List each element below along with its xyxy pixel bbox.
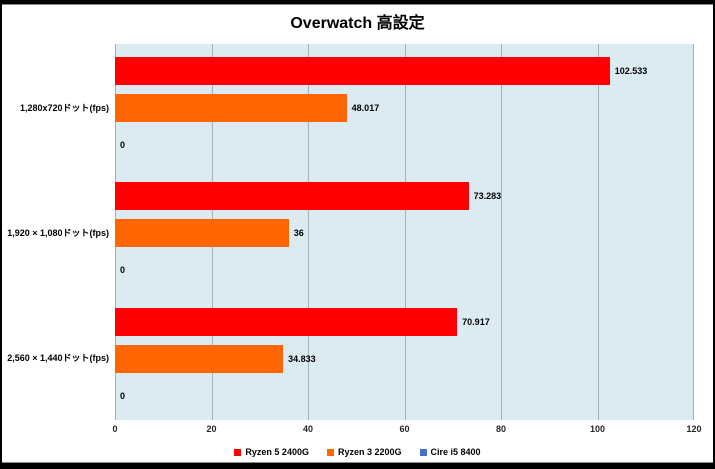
bar-value-label: 102.533 [614,66,648,76]
bar-ryzen-5-2400g [115,182,469,211]
legend-label: Ryzen 5 2400G [245,447,309,457]
chart-title: Overwatch 高設定 [290,15,425,32]
bar-ryzen-3-2200g [115,344,284,373]
bar-row: 70.917 [115,307,694,336]
x-tick-label: 80 [495,424,506,434]
plot-area: 102.533 73.283 70.917 48.017 36 34.833 0 0 0 [115,44,694,420]
gridline [501,44,502,420]
legend-label: Cire i5 8400 [430,447,481,457]
gridline [404,44,406,420]
bar-value-label: 73.283 [473,191,502,202]
legend: Ryzen 5 2400G Ryzen 3 2200G Cire i5 8400 [2,447,713,457]
gridline [597,44,599,420]
gridline [308,44,309,420]
legend-swatch-icon [326,448,334,456]
bar-row: 73.283 [115,182,694,211]
legend-item: Cire i5 8400 [419,447,481,457]
category-label: 2,560 × 1,440ドット(fps) [7,353,109,364]
bar-value-label: 0 [120,265,126,276]
legend-item: Ryzen 3 2200G [326,447,402,457]
x-tick-label: 100 [589,424,606,434]
bar-row: 0 [115,382,694,410]
category-label: 1,280x720ドット(fps) [19,102,109,113]
bar-row: 0 [115,256,694,284]
bar-value-label: 70.917 [462,316,490,327]
bar-row: 0 [115,131,694,159]
bar-value-label: 0 [120,140,126,150]
x-tick-label: 60 [399,424,410,434]
bar-value-label: 36 [293,228,304,239]
legend-label: Ryzen 3 2200G [337,447,402,457]
bar-value-label: 0 [120,390,126,401]
bar-ryzen-5-2400g [115,57,610,85]
x-tick-label: 20 [206,424,217,434]
bar-value-label: 34.833 [288,353,316,364]
legend-swatch-icon [419,448,427,456]
bar-row: 36 [115,219,694,248]
bar-row: 34.833 [115,344,694,373]
x-tick-label: 40 [302,424,313,434]
x-tick-label: 120 [686,424,702,434]
bar-ryzen-3-2200g [115,219,289,248]
x-tick-label: 0 [112,424,118,434]
legend-item: Ryzen 5 2400G [234,447,309,457]
bar-value-label: 48.017 [351,103,380,113]
bar-ryzen-5-2400g [115,307,458,336]
legend-swatch-icon [234,448,242,456]
bar-ryzen-3-2200g [115,94,347,122]
category-label: 1,920 × 1,080ドット(fps) [7,228,109,238]
bar-row: 102.533 [115,57,694,85]
gridline [693,44,694,420]
bar-row: 48.017 [115,94,694,122]
